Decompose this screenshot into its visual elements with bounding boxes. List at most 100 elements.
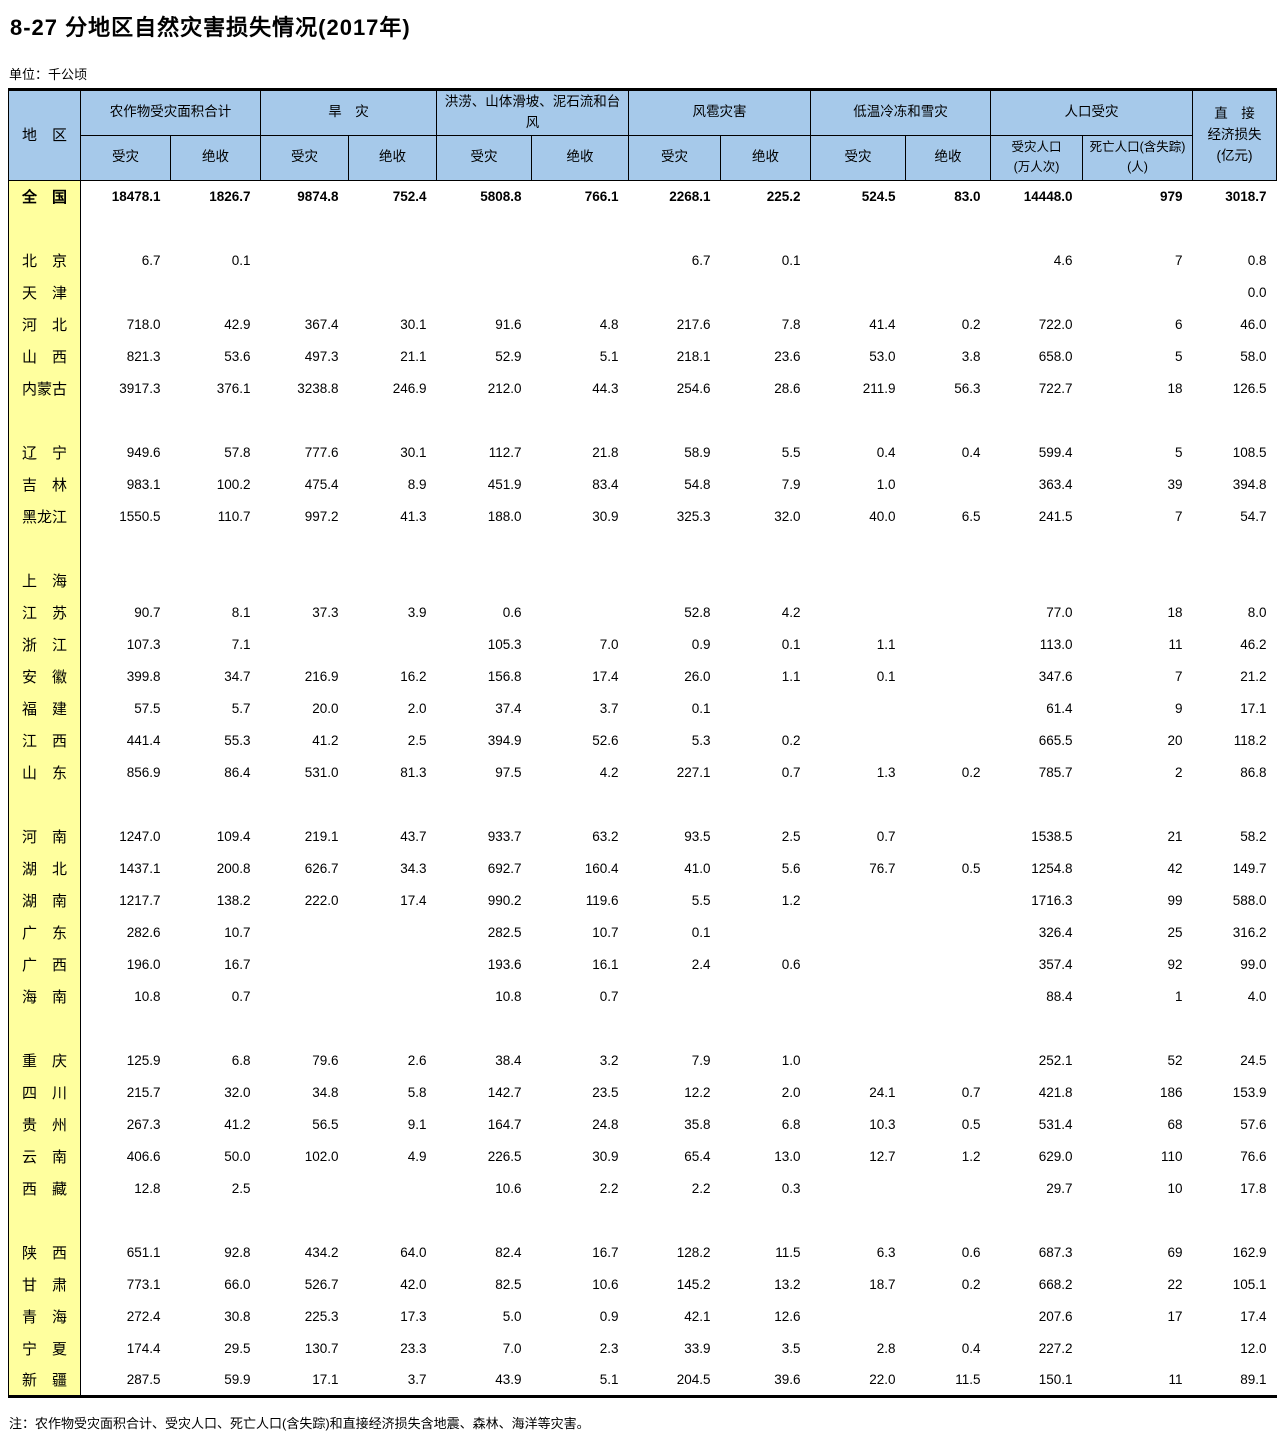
value-cell: 10.7 (592, 924, 619, 940)
value-cell: 394.8 (1232, 476, 1267, 492)
value-cell: 357.4 (1038, 956, 1073, 972)
value-cell: 61.4 (1046, 700, 1073, 716)
value-cell: 93.5 (684, 828, 711, 844)
value-cell: 254.6 (676, 380, 711, 396)
value-cell: 9.1 (407, 1116, 427, 1132)
region-cell: 山 西 (8, 340, 81, 373)
value-cell: 24.8 (592, 1116, 619, 1132)
value-cell: 17.4 (400, 892, 427, 908)
table-row: 浙 江 107.3 7.1 105.3 7.0 0.9 0.1 1.1 113.0 11 46.2 (8, 628, 1277, 661)
value-cell: 42.9 (224, 316, 251, 332)
value-cell: 57.6 (1240, 1116, 1267, 1132)
table-row: 江 西 441.4 55.3 41.2 2.5 394.9 52.6 5.3 0.2 665.5 2… (8, 724, 1277, 757)
value-cell (906, 468, 991, 500)
region-cell: 浙 江 (8, 628, 81, 661)
value-cell: 56.3 (954, 380, 981, 396)
value-cell: 0.1 (691, 700, 711, 716)
table-row: 北 京 6.7 0.1 6.7 0.1 4.6 7 0.8 (8, 244, 1277, 277)
value-cell (261, 564, 349, 596)
value-cell: 39.6 (774, 1372, 801, 1388)
value-cell: 376.1 (216, 380, 251, 396)
value-cell: 23.5 (592, 1084, 619, 1100)
value-cell: 225.2 (766, 189, 801, 205)
value-cell: 7.1 (231, 636, 251, 652)
value-cell: 110.7 (217, 508, 251, 524)
value-cell: 11 (1168, 1372, 1183, 1388)
value-cell: 9874.8 (297, 189, 339, 205)
value-cell (811, 1172, 906, 1204)
value-cell: 21.2 (1240, 668, 1267, 684)
value-cell: 4.9 (407, 1148, 427, 1164)
value-cell: 5.3 (691, 732, 711, 748)
value-cell: 1.0 (781, 1052, 801, 1068)
region-cell: 湖 南 (8, 884, 81, 917)
value-cell: 267.3 (126, 1116, 161, 1132)
spacer-row (8, 788, 1277, 821)
value-cell: 8.0 (1247, 604, 1267, 620)
value-cell: 6.7 (691, 252, 711, 268)
value-cell: 99.0 (1240, 956, 1267, 972)
value-cell (906, 916, 991, 948)
value-cell: 5.5 (781, 444, 801, 460)
value-cell: 193.6 (487, 956, 522, 972)
subheader-freeze-affected: 受灾 (810, 134, 906, 181)
region-cell: 广 东 (8, 916, 81, 949)
value-cell: 933.7 (487, 828, 522, 844)
value-cell: 108.5 (1232, 444, 1267, 460)
value-cell: 86.4 (224, 764, 251, 780)
table-row: 甘 肃 773.1 66.0 526.7 42.0 82.5 10.6 145.2 13.2 18… (8, 1268, 1277, 1301)
region-cell: 河 南 (8, 820, 81, 853)
value-cell: 434.2 (304, 1244, 339, 1260)
region-cell: 江 苏 (8, 596, 81, 629)
value-cell: 8.9 (407, 476, 427, 492)
value-cell: 1437.1 (119, 860, 161, 876)
value-cell: 5.1 (599, 348, 619, 364)
value-cell: 282.5 (487, 924, 522, 940)
value-cell (811, 980, 906, 1012)
value-cell: 22.0 (869, 1372, 896, 1388)
value-cell: 38.4 (495, 1052, 522, 1068)
value-cell: 17.8 (1240, 1180, 1267, 1196)
spacer-cell (80, 212, 1277, 245)
value-cell: 113.0 (1039, 636, 1073, 652)
value-cell: 990.2 (487, 892, 522, 908)
value-cell: 18478.1 (111, 189, 161, 205)
value-cell: 53.6 (224, 348, 251, 364)
subheader-freeze-total-loss: 绝收 (905, 134, 991, 181)
value-cell: 204.5 (676, 1372, 711, 1388)
table-row: 河 南 1247.0 109.4 219.1 43.7 933.7 63.2 93.5 2.5 0… (8, 820, 1277, 853)
value-cell (261, 948, 349, 980)
value-cell (906, 244, 991, 276)
value-cell: 1.0 (876, 476, 896, 492)
value-cell: 588.0 (1232, 892, 1267, 908)
table-row: 河 北 718.0 42.9 367.4 30.1 91.6 4.8 217.6 7.8 41.4… (8, 308, 1277, 341)
value-cell: 42.0 (400, 1276, 427, 1292)
value-cell: 100.2 (216, 476, 251, 492)
region-cell: 贵 州 (8, 1108, 81, 1141)
value-cell: 53.0 (869, 348, 896, 364)
value-cell: 30.9 (592, 1148, 619, 1164)
value-cell (532, 596, 629, 628)
value-cell: 687.3 (1038, 1244, 1073, 1260)
value-cell: 1.1 (781, 668, 801, 684)
table-row: 西 藏 12.8 2.5 10.6 2.2 2.2 0.3 29.7 10 17.8 (8, 1172, 1277, 1205)
value-cell: 16.2 (400, 668, 427, 684)
table-row: 辽 宁 949.6 57.8 777.6 30.1 112.7 21.8 58.9 5.5 0.4… (8, 436, 1277, 469)
value-cell (721, 916, 811, 948)
value-cell: 5 (1174, 348, 1183, 364)
value-cell: 105.3 (487, 636, 522, 652)
value-cell (811, 884, 906, 916)
value-cell: 81.3 (400, 764, 427, 780)
value-cell: 217.6 (676, 316, 711, 332)
value-cell: 5.0 (502, 1308, 522, 1324)
value-cell (906, 980, 991, 1012)
group-header-population: 人口受灾 (990, 89, 1193, 136)
region-cell: 内蒙古 (8, 372, 81, 405)
value-cell: 983.1 (126, 476, 161, 492)
value-cell: 6.8 (231, 1052, 251, 1068)
value-cell: 69 (1167, 1244, 1183, 1260)
value-cell: 23.3 (400, 1340, 427, 1356)
region-cell: 云 南 (8, 1140, 81, 1173)
value-cell: 287.5 (126, 1372, 161, 1388)
value-cell (1083, 564, 1193, 596)
